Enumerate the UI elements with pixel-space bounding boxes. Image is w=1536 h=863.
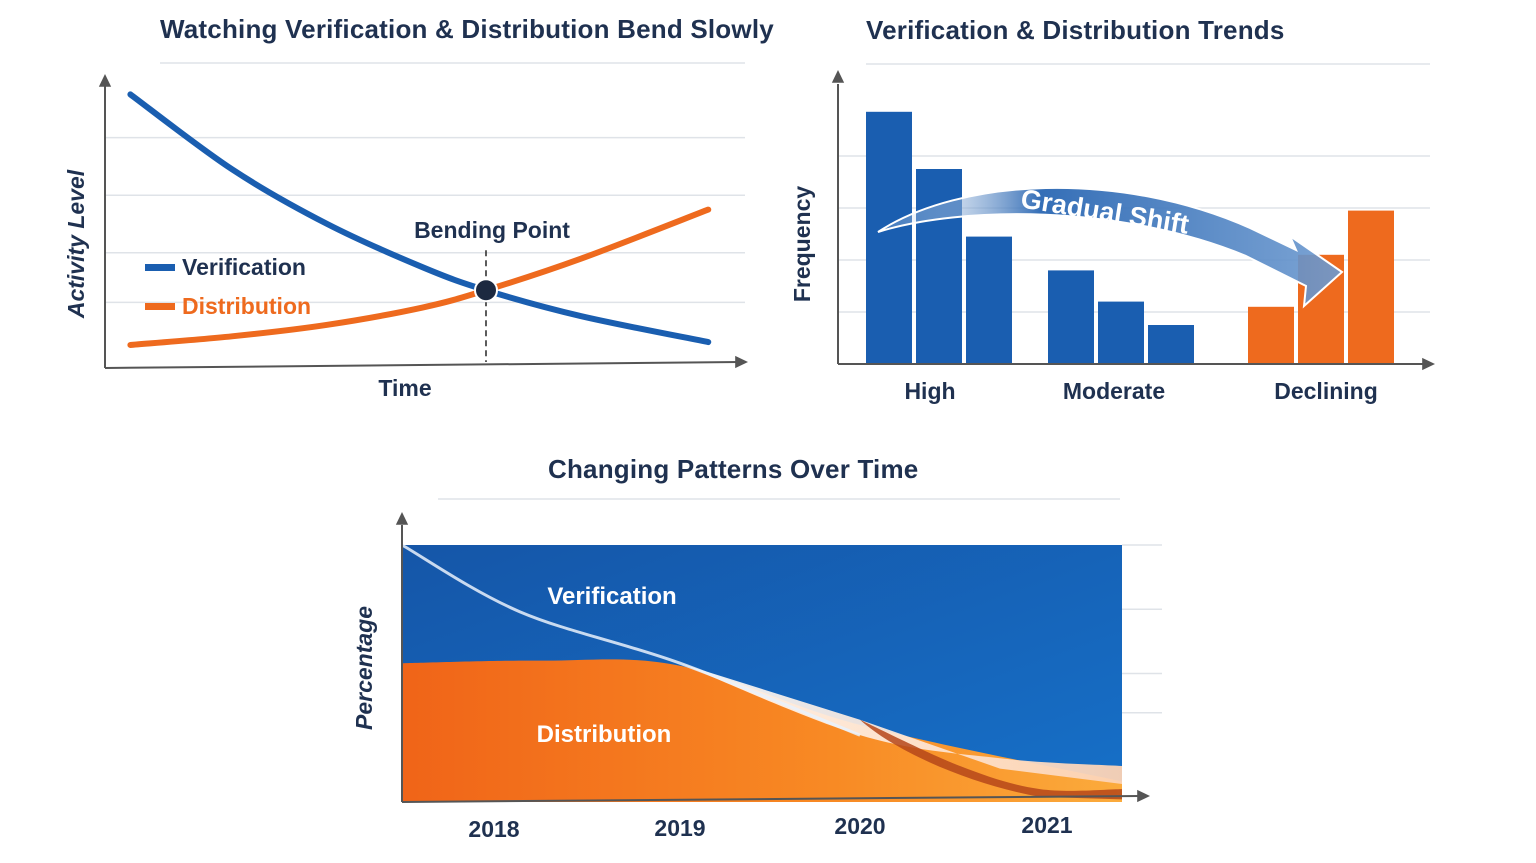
gradual-shift-arrow <box>877 186 1344 309</box>
bending-point-label: Bending Point <box>414 217 570 243</box>
legend-label-distribution: Distribution <box>182 293 311 319</box>
line-chart-title: Watching Verification & Distribution Ben… <box>160 14 774 44</box>
x-tick-label: 2020 <box>834 813 885 839</box>
y-axis-arrow <box>831 70 845 83</box>
x-axis <box>104 361 741 369</box>
legend-label-verification: Verification <box>182 254 306 280</box>
transition-highlight-line <box>401 543 861 737</box>
series-line-distribution <box>127 206 712 348</box>
bar-moderate-1 <box>1048 270 1094 364</box>
bending-point-marker <box>474 278 498 303</box>
x-tick-label: 2021 <box>1021 812 1072 838</box>
series-line-verification <box>127 91 712 346</box>
area-chart-title: Changing Patterns Over Time <box>548 454 919 484</box>
legend-swatch-verification <box>145 264 175 271</box>
transition-band <box>680 663 1122 785</box>
bar-high-1 <box>866 111 912 364</box>
x-axis-arrow <box>1422 357 1435 371</box>
x-tick-label: Declining <box>1274 378 1378 404</box>
x-tick-label: 2018 <box>468 816 519 842</box>
x-axis-arrow <box>735 355 748 369</box>
y-axis-arrow <box>395 512 409 525</box>
x-axis <box>401 795 1141 803</box>
transition-shadow <box>860 719 1122 800</box>
y-axis-arrow <box>98 74 112 87</box>
area-label-verification: Verification <box>547 583 676 610</box>
y-axis-label: Activity Level <box>63 169 89 319</box>
y-axis-label: Percentage <box>351 606 377 730</box>
x-tick-label: Moderate <box>1063 378 1165 404</box>
x-tick-label: High <box>904 378 955 404</box>
y-axis-label: Frequency <box>789 186 815 303</box>
legend-swatch-distribution <box>145 303 175 310</box>
bar-declining-3 <box>1348 210 1394 364</box>
bar-chart-title: Verification & Distribution Trends <box>866 15 1285 45</box>
x-axis-label: Time <box>378 375 431 401</box>
x-tick-label: 2019 <box>654 815 705 841</box>
bar-moderate-2 <box>1098 301 1144 364</box>
area-label-distribution: Distribution <box>537 721 672 748</box>
x-axis-arrow <box>1137 789 1150 803</box>
bar-declining-1 <box>1248 306 1294 364</box>
bar-moderate-3 <box>1148 325 1194 364</box>
bar-high-3 <box>966 236 1012 364</box>
